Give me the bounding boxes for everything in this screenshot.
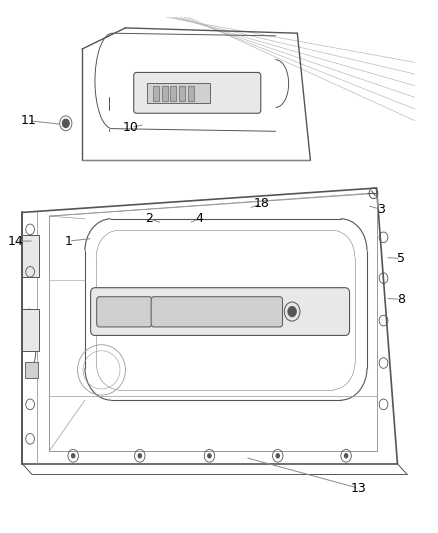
Circle shape xyxy=(208,454,211,458)
Text: 8: 8 xyxy=(397,293,405,306)
Text: 13: 13 xyxy=(350,482,366,495)
Bar xyxy=(170,86,177,101)
Circle shape xyxy=(344,454,348,458)
Text: 18: 18 xyxy=(254,197,270,211)
FancyBboxPatch shape xyxy=(91,288,350,335)
Text: 5: 5 xyxy=(397,252,405,265)
Text: 14: 14 xyxy=(7,235,23,247)
FancyBboxPatch shape xyxy=(97,297,152,327)
Circle shape xyxy=(288,306,297,317)
Bar xyxy=(179,86,185,101)
FancyBboxPatch shape xyxy=(151,297,283,327)
Bar xyxy=(153,86,159,101)
Bar xyxy=(162,86,168,101)
Text: 11: 11 xyxy=(21,114,36,127)
Bar xyxy=(22,309,39,351)
Circle shape xyxy=(276,454,279,458)
FancyBboxPatch shape xyxy=(134,72,261,114)
Text: 1: 1 xyxy=(65,235,73,247)
Text: 4: 4 xyxy=(195,212,203,225)
Circle shape xyxy=(62,119,69,127)
Text: 10: 10 xyxy=(123,121,139,134)
Bar xyxy=(22,235,39,277)
Circle shape xyxy=(138,454,141,458)
Text: 3: 3 xyxy=(377,203,385,216)
Bar xyxy=(25,362,38,378)
Text: 2: 2 xyxy=(145,212,153,225)
Bar xyxy=(187,86,194,101)
Circle shape xyxy=(71,454,75,458)
Bar xyxy=(147,83,210,103)
